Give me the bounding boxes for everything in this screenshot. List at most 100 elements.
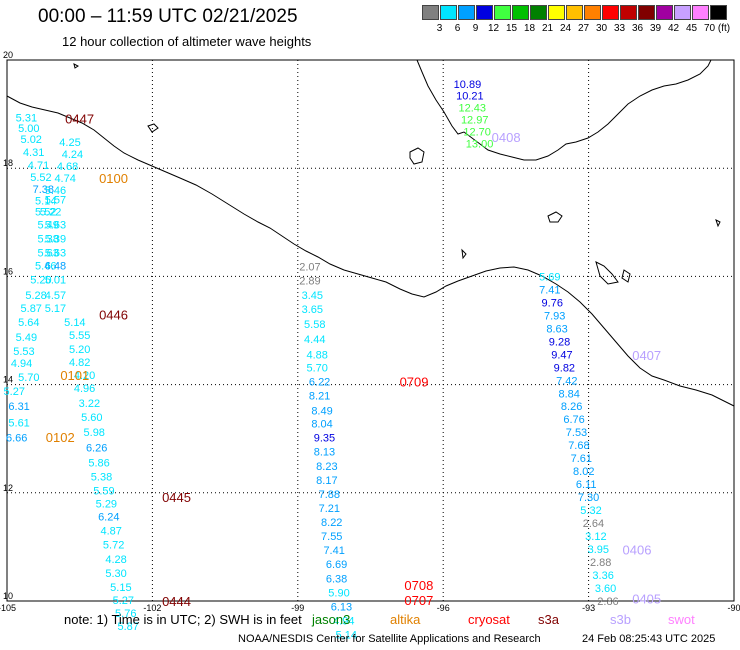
wave-height-value: 2.64 <box>583 518 604 530</box>
wave-height-value: 8.26 <box>561 401 582 413</box>
wave-height-value: 7.53 <box>566 427 587 439</box>
wave-height-value: 6.69 <box>326 559 347 571</box>
wave-height-value: 5.76 <box>115 608 136 620</box>
island <box>595 261 619 285</box>
scale-swatch <box>548 5 565 20</box>
wave-height-value: 6.76 <box>563 414 584 426</box>
wave-height-value: 8.17 <box>316 475 337 487</box>
wave-height-value: 6.31 <box>8 401 29 413</box>
island <box>409 147 425 165</box>
pass-id-label: 0445 <box>162 490 191 505</box>
wave-height-value: 6.24 <box>98 512 119 524</box>
legend-swot: swot <box>668 612 695 627</box>
wave-height-color-scale: 3 6 9 12 15 18 21 24 27 30 33 36 39 42 45 70 (ft) <box>422 5 730 35</box>
wave-height-value: 3.65 <box>302 304 323 316</box>
wave-height-value: 7.55 <box>321 531 342 543</box>
scale-swatch <box>530 5 547 20</box>
wave-height-value: 7.41 <box>539 284 560 296</box>
scale-swatch <box>458 5 475 20</box>
scale-swatch <box>674 5 691 20</box>
scale-swatch <box>620 5 637 20</box>
wave-height-value: 6.11 <box>576 479 597 491</box>
wave-height-value: 4.57 <box>45 290 66 302</box>
wave-height-value: 2.88 <box>590 557 611 569</box>
gulf-of-mexico-coastline <box>416 59 712 161</box>
pass-id-label: 0447 <box>65 111 94 126</box>
wave-height-value: 3.95 <box>588 544 609 556</box>
wave-height-value: 5.46 <box>45 185 66 197</box>
wave-height-value: 6.48 <box>45 261 66 273</box>
wave-height-value: 5.02 <box>21 134 42 146</box>
scale-swatch <box>638 5 655 20</box>
wave-height-value: 2.07 <box>299 262 320 274</box>
wave-height-value: 9.47 <box>551 349 572 361</box>
wave-height-value: 4.68 <box>57 161 78 173</box>
scale-label: 6 <box>454 23 461 34</box>
pass-id-label: 0101 <box>60 368 89 383</box>
wave-height-value: 5.90 <box>328 587 349 599</box>
legend-s3a: s3a <box>538 612 559 627</box>
wave-height-value: 7.41 <box>323 545 344 557</box>
island <box>547 211 563 223</box>
scale-swatch <box>476 5 493 20</box>
wave-height-value: 5.52 <box>35 206 56 218</box>
scale-label: 15 <box>505 23 518 34</box>
wave-height-value: 5.70 <box>306 362 327 374</box>
wave-height-value: 5.38 <box>91 472 112 484</box>
wave-height-value: 5.20 <box>30 275 51 287</box>
scale-label: 3 <box>436 23 443 34</box>
wave-height-value: 5.17 <box>45 303 66 315</box>
scale-swatch <box>692 5 709 20</box>
wave-height-value: 5.87 <box>117 621 138 633</box>
scale-label: 9 <box>472 23 479 34</box>
wave-height-value: 5.28 <box>25 290 46 302</box>
pass-id-label: 0708 <box>404 578 433 593</box>
wave-height-value: 5.32 <box>580 505 601 517</box>
wave-height-value: 7.38 <box>33 184 54 196</box>
wave-height-value: 5.52 <box>30 172 51 184</box>
wave-height-value: 5.01 <box>45 275 66 287</box>
axis-labels: -105 -102 -99 -96 -93 -90 20 18 16 14 12 10 <box>0 50 740 613</box>
wave-height-value: 5.20 <box>69 344 90 356</box>
wave-height-value: 5.69 <box>539 271 560 283</box>
wave-height-value: 6.66 <box>6 433 27 445</box>
footer-note: note: 1) Time is in UTC; 2) SWH is in fe… <box>64 612 302 627</box>
wave-height-value: 4.94 <box>333 615 354 627</box>
pass-id-label: 0405 <box>632 591 661 606</box>
wave-height-value: 4.25 <box>59 137 80 149</box>
legend-jason3: jason3 <box>312 612 351 627</box>
scale-swatch <box>440 5 457 20</box>
wave-height-value: 7.88 <box>319 489 340 501</box>
wave-height-value: 5.14 <box>336 630 357 642</box>
wave-height-value: 7.61 <box>571 453 592 465</box>
longitude-label: -105 <box>0 603 16 613</box>
longitude-label: -93 <box>582 603 595 613</box>
wave-height-value: 6.22 <box>309 376 330 388</box>
credit-line: NOAA/NESDIS Center for Satellite Applica… <box>238 633 541 645</box>
wave-height-value: 5.49 <box>16 332 37 344</box>
wave-height-value: 5.31 <box>16 112 37 124</box>
wave-height-value: 8.04 <box>311 419 332 431</box>
wave-height-value: 5.39 <box>45 234 66 246</box>
scale-label: 21 <box>541 23 554 34</box>
wave-height-value: 6.38 <box>326 573 347 585</box>
wave-height-value: 8.13 <box>314 447 335 459</box>
scale-swatch <box>422 5 439 20</box>
coastline <box>6 59 735 407</box>
wave-height-value: 12.43 <box>459 103 487 115</box>
legend-cryosat: cryosat <box>468 612 510 627</box>
wave-height-value: 9.35 <box>314 433 335 445</box>
wave-height-value: 5.61 <box>8 417 29 429</box>
longitude-label: -90 <box>727 603 740 613</box>
track-0447-0446-0445: 5.315.005.02 4.254.31 4.244.71 4.685.52 4.74… <box>4 112 139 633</box>
pass-id-label: 0408 <box>492 130 521 145</box>
altimeter-tracks: 5.315.005.02 4.254.31 4.244.71 4.685.52 4.74… <box>4 79 619 642</box>
map-title: 00:00 – 11:59 UTC 02/21/2025 <box>38 6 298 27</box>
generation-timestamp: 24 Feb 08:25:43 UTC 2025 <box>582 633 716 645</box>
wave-height-value: 2.86 <box>597 596 618 608</box>
wave-height-value: 5.38 <box>37 234 58 246</box>
wave-height-value: 8.23 <box>316 461 337 473</box>
wave-height-value: 6.26 <box>86 442 107 454</box>
wave-height-value: 7.21 <box>319 503 340 515</box>
